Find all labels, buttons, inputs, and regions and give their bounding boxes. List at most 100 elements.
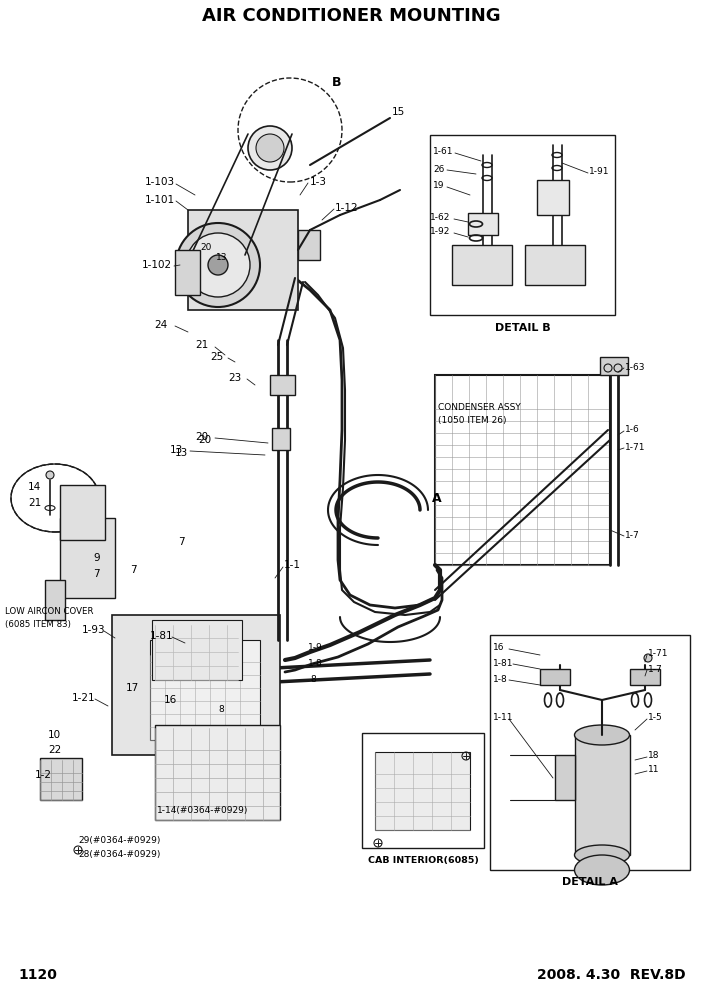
Ellipse shape — [644, 654, 652, 662]
Text: 11: 11 — [648, 766, 659, 775]
Text: 1-91: 1-91 — [589, 168, 609, 177]
Text: 22: 22 — [48, 745, 61, 755]
Text: 21: 21 — [195, 340, 208, 350]
Text: 26: 26 — [433, 165, 444, 174]
Text: 9: 9 — [93, 553, 100, 563]
Text: 1-7: 1-7 — [648, 665, 663, 674]
Text: DETAIL A: DETAIL A — [562, 877, 618, 887]
Text: 1-7: 1-7 — [625, 531, 640, 540]
Text: 14: 14 — [28, 482, 41, 492]
Bar — [362, 733, 484, 848]
Text: 1-93: 1-93 — [82, 625, 105, 635]
Bar — [575, 735, 630, 855]
Bar — [152, 620, 242, 680]
Bar — [150, 640, 260, 740]
Text: 16: 16 — [164, 695, 177, 705]
Bar — [298, 230, 320, 260]
Text: 8: 8 — [218, 705, 224, 714]
Text: A: A — [432, 491, 442, 505]
Bar — [555, 755, 575, 800]
Bar — [468, 213, 498, 235]
Text: 29(#0364-#0929): 29(#0364-#0929) — [78, 835, 160, 844]
Text: 1-102: 1-102 — [142, 260, 172, 270]
Bar — [175, 250, 200, 295]
Circle shape — [186, 233, 250, 297]
Circle shape — [248, 126, 292, 170]
Text: 1-63: 1-63 — [625, 362, 646, 371]
Text: 25: 25 — [210, 352, 223, 362]
Text: 1-71: 1-71 — [625, 442, 646, 451]
Bar — [452, 245, 512, 285]
Text: 13: 13 — [175, 448, 188, 458]
Text: 1-11: 1-11 — [493, 713, 513, 722]
Text: 24: 24 — [154, 320, 167, 330]
Text: 1-8: 1-8 — [308, 660, 323, 669]
Circle shape — [256, 134, 284, 162]
Text: 7: 7 — [178, 537, 185, 547]
Text: 13: 13 — [216, 254, 227, 263]
Text: 17: 17 — [126, 683, 139, 693]
Circle shape — [176, 223, 260, 307]
Text: B: B — [332, 75, 341, 88]
Text: 28(#0364-#0929): 28(#0364-#0929) — [78, 850, 160, 859]
Bar — [188, 210, 298, 310]
Text: 8: 8 — [310, 676, 316, 684]
Text: 1-5: 1-5 — [648, 713, 663, 722]
Text: 23: 23 — [228, 373, 241, 383]
Text: 1-1: 1-1 — [284, 560, 301, 570]
Text: 1-71: 1-71 — [648, 650, 668, 659]
Bar — [270, 375, 295, 395]
Bar — [525, 245, 585, 285]
Bar — [490, 635, 690, 870]
Text: CAB INTERIOR(6085): CAB INTERIOR(6085) — [368, 855, 479, 864]
Text: CONDENSER ASSY: CONDENSER ASSY — [438, 404, 521, 413]
Text: 1-81: 1-81 — [493, 659, 513, 668]
Text: 1-61: 1-61 — [433, 148, 453, 157]
Bar — [600, 357, 628, 375]
Bar — [155, 725, 280, 820]
Text: 2008. 4.30  REV.8D: 2008. 4.30 REV.8D — [537, 968, 686, 982]
Text: 15: 15 — [392, 107, 405, 117]
Bar — [435, 375, 610, 565]
Text: 1-6: 1-6 — [625, 426, 640, 434]
Bar — [537, 180, 569, 215]
Bar — [112, 615, 280, 755]
Bar — [375, 752, 470, 830]
Bar — [430, 135, 615, 315]
Text: 1-3: 1-3 — [310, 177, 327, 187]
Text: 19: 19 — [433, 182, 444, 190]
Text: 1-9: 1-9 — [308, 644, 323, 653]
Text: 1-92: 1-92 — [430, 227, 451, 236]
Text: AIR CONDITIONER MOUNTING: AIR CONDITIONER MOUNTING — [201, 7, 501, 25]
Ellipse shape — [574, 725, 630, 745]
Ellipse shape — [574, 855, 630, 885]
Ellipse shape — [574, 845, 630, 865]
Text: (6085 ITEM 83): (6085 ITEM 83) — [5, 621, 71, 630]
Text: 20: 20 — [198, 435, 211, 445]
Ellipse shape — [46, 471, 54, 479]
Text: 1120: 1120 — [18, 968, 57, 982]
Bar — [40, 758, 82, 800]
Text: 1-12: 1-12 — [335, 203, 359, 213]
Bar — [540, 669, 570, 685]
Text: 20: 20 — [195, 432, 208, 442]
Bar — [60, 485, 105, 540]
Text: 10: 10 — [48, 730, 61, 740]
Text: 1-8: 1-8 — [493, 675, 508, 683]
Text: LOW AIRCON COVER: LOW AIRCON COVER — [5, 607, 93, 616]
Bar — [60, 518, 115, 598]
Bar — [272, 428, 290, 450]
Circle shape — [208, 255, 228, 275]
Text: 20: 20 — [200, 243, 211, 253]
Text: 1-101: 1-101 — [145, 195, 175, 205]
Text: 1-2: 1-2 — [35, 770, 52, 780]
Ellipse shape — [604, 364, 612, 372]
Text: 1-14(#0364-#0929): 1-14(#0364-#0929) — [157, 806, 249, 814]
Text: 21: 21 — [28, 498, 41, 508]
Bar — [45, 580, 65, 620]
Text: 18: 18 — [648, 752, 659, 761]
Text: 1-62: 1-62 — [430, 213, 451, 222]
Text: DETAIL B: DETAIL B — [495, 323, 550, 333]
Text: (1050 ITEM 26): (1050 ITEM 26) — [438, 417, 507, 426]
Text: 13: 13 — [170, 445, 183, 455]
